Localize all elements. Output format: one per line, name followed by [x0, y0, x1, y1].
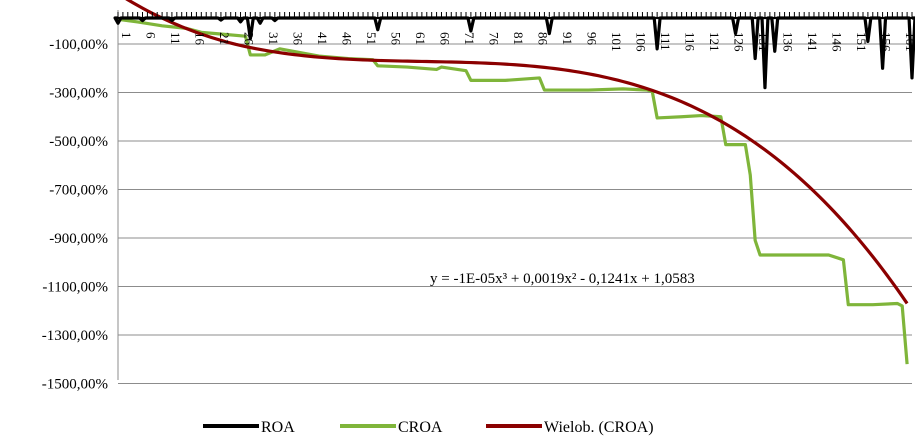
y-tick-label: -900,00% — [49, 231, 108, 247]
x-tick-label: 51 — [364, 32, 379, 45]
x-tick-label: 111 — [658, 32, 673, 51]
x-tick-label: 66 — [438, 32, 453, 46]
x-tick-label: 76 — [487, 32, 502, 46]
x-tick-label: 141 — [805, 32, 820, 52]
x-tick-label: 61 — [413, 32, 428, 45]
legend-label: ROA — [261, 419, 295, 436]
x-tick-label: 161 — [903, 32, 915, 52]
y-tick-label: -300,00% — [49, 86, 108, 102]
legend-label: Wielob. (CROA) — [544, 419, 654, 436]
x-tick-label: 96 — [585, 32, 600, 46]
y-tick-label: -700,00% — [49, 183, 108, 199]
trendline-equation: y = -1E-05x³ + 0,0019x² - 0,1241x + 1,05… — [430, 271, 695, 287]
x-tick-label: 36 — [291, 32, 306, 46]
x-tick-label: 86 — [536, 32, 551, 46]
x-tick-label: 21 — [217, 32, 232, 45]
x-axis-ticks: 1 6 11 16 21 26 31 36 41 46 51 56 61 66 71 76 81 86 91 96 10… — [117, 12, 915, 52]
y-tick-label: -1500,00% — [42, 377, 108, 393]
series-group — [113, 0, 915, 365]
x-tick-label: 136 — [781, 32, 796, 52]
x-tick-label: 121 — [707, 32, 722, 52]
legend: ROA CROA Wielob. (CROA) — [203, 419, 654, 436]
x-tick-label: 16 — [193, 32, 208, 46]
y-tick-label: -1300,00% — [42, 328, 108, 344]
x-tick-label: 1 — [119, 32, 134, 39]
x-tick-label: 156 — [879, 32, 894, 52]
legend-label: CROA — [398, 419, 443, 436]
legend-item: CROA — [340, 419, 443, 436]
x-tick-label: 101 — [609, 32, 624, 52]
x-tick-label: 71 — [462, 32, 477, 45]
x-tick-label: 116 — [683, 32, 698, 52]
y-tick-label: -1100,00% — [42, 280, 108, 296]
series-line-croa — [117, 17, 909, 365]
series-line-roa — [113, 16, 915, 90]
x-tick-label: 146 — [830, 32, 845, 52]
x-tick-label: 151 — [854, 32, 869, 52]
x-tick-label: 81 — [511, 32, 526, 45]
x-tick-label: 31 — [266, 32, 281, 45]
x-tick-label: 91 — [560, 32, 575, 45]
series-line-trendline — [125, 0, 909, 305]
x-tick-label: 126 — [732, 32, 747, 52]
y-axis-ticks: -100,00% -300,00% -500,00% -700,00% -900,00%… — [42, 37, 108, 393]
gridlines — [117, 10, 912, 384]
x-tick-label: 46 — [340, 32, 355, 46]
legend-item: Wielob. (CROA) — [486, 419, 654, 436]
x-tick-label: 131 — [756, 32, 771, 52]
x-tick-label: 41 — [315, 32, 330, 45]
x-tick-label: 56 — [389, 32, 404, 46]
x-tick-label: 106 — [634, 32, 649, 52]
y-tick-label: -500,00% — [49, 134, 108, 150]
x-tick-label: 26 — [242, 32, 257, 46]
x-tick-label: 11 — [168, 32, 183, 45]
legend-item: ROA — [203, 419, 295, 436]
x-tick-label: 6 — [144, 32, 159, 39]
y-tick-label: -100,00% — [49, 37, 108, 53]
